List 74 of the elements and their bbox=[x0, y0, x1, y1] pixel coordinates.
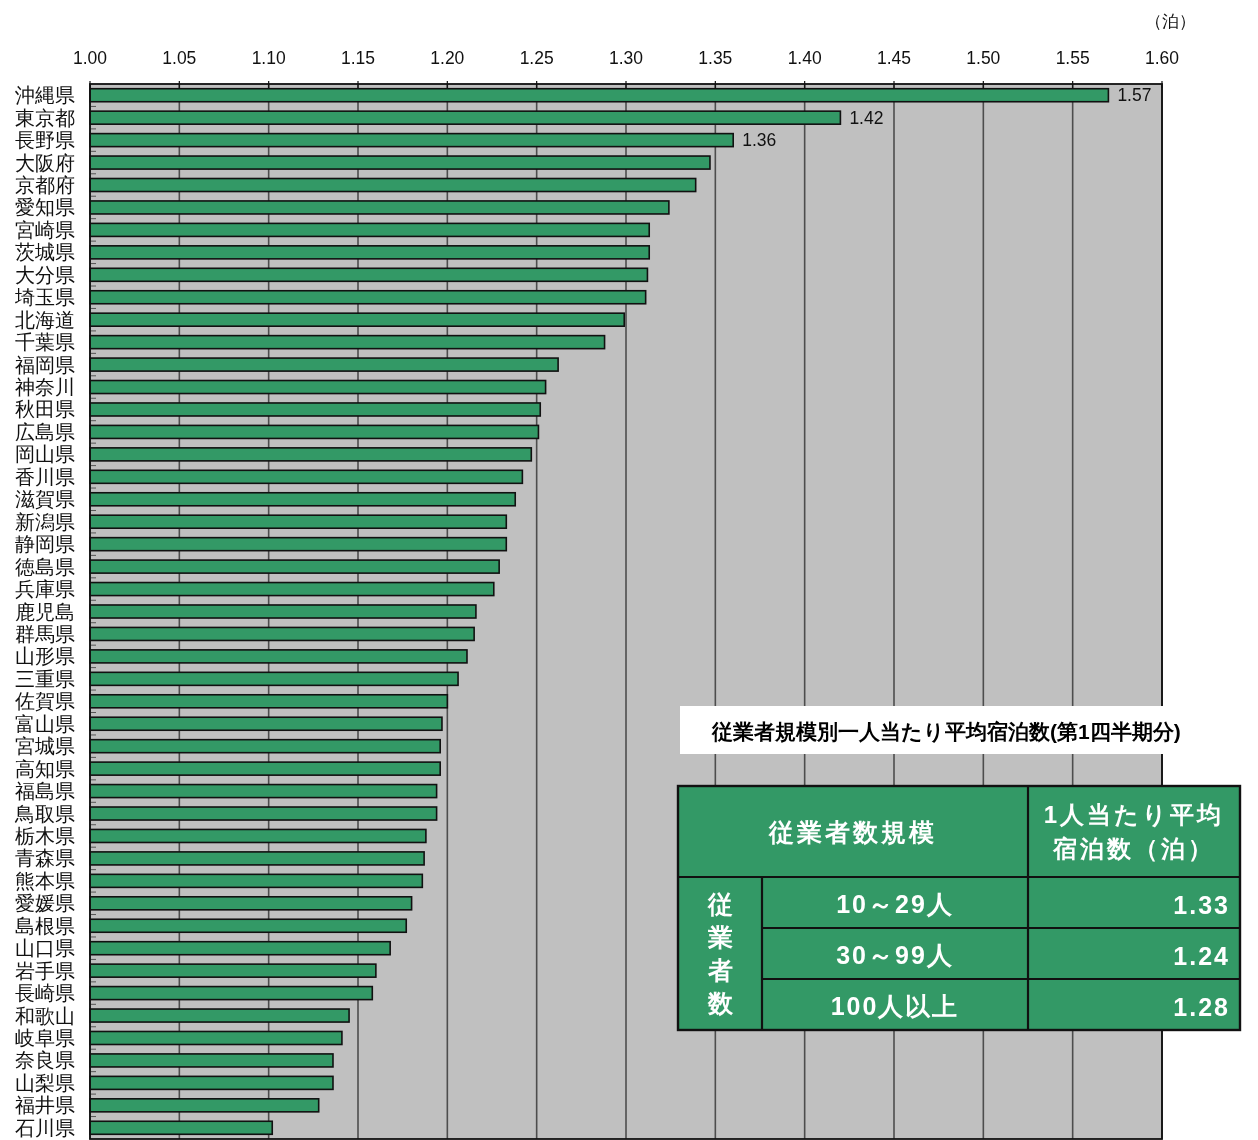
y-tick-label: 熊本県 bbox=[15, 869, 75, 892]
y-tick-label: 福島県 bbox=[15, 780, 75, 803]
x-axis-title: （泊） bbox=[1144, 12, 1196, 30]
y-tick-label: 宮崎県 bbox=[15, 218, 75, 241]
x-tick-label: 1.15 bbox=[340, 48, 376, 68]
y-tick-label: 千葉県 bbox=[15, 331, 75, 354]
y-tick-label: 石川県 bbox=[15, 1116, 75, 1139]
text: 1人当たり平均宿泊数（泊） bbox=[1043, 801, 1225, 862]
y-tick-label: 兵庫県 bbox=[15, 578, 75, 601]
y-tick-label: 新潟県 bbox=[15, 510, 75, 533]
y-tick-label: 山口県 bbox=[15, 937, 75, 960]
y-tick-label: 愛媛県 bbox=[15, 892, 75, 915]
x-tick-label: 1.20 bbox=[430, 48, 465, 68]
y-tick-label: 長崎県 bbox=[15, 982, 75, 1005]
x-tick-label: 1.60 bbox=[1144, 48, 1180, 68]
y-tick-label: 岐阜県 bbox=[15, 1026, 75, 1049]
text: 従業者数規模 bbox=[768, 817, 937, 846]
data-label: 1.28 bbox=[1173, 992, 1230, 1021]
data-label: 1.24 bbox=[1173, 941, 1230, 970]
x-tick-label: 1.50 bbox=[966, 48, 1001, 68]
y-tick-label: 山形県 bbox=[15, 645, 75, 668]
annotation: 従業者数 bbox=[706, 890, 734, 1017]
y-tick-label: 広島県 bbox=[15, 420, 75, 443]
y-tick-label: 秋田県 bbox=[15, 398, 75, 421]
y-tick-label: 東京都 bbox=[15, 106, 75, 129]
x-tick-label: 1.55 bbox=[1055, 48, 1090, 68]
y-tick-label: 大分県 bbox=[15, 263, 75, 286]
y-tick-label: 北海道 bbox=[15, 308, 75, 331]
y-tick-label: 栃木県 bbox=[15, 824, 75, 847]
y-tick-label: 青森県 bbox=[15, 847, 75, 870]
y-tick-label: 埼玉県 bbox=[14, 286, 75, 309]
x-tick-label: 1.30 bbox=[608, 48, 644, 68]
y-tick-label: 福岡県 bbox=[15, 353, 75, 376]
y-tick-label: 鹿児島 bbox=[15, 600, 75, 623]
y-tick-label: 大阪府 bbox=[15, 151, 75, 174]
y-tick-label: 島根県 bbox=[15, 914, 75, 937]
y-tick-label: 愛知県 bbox=[15, 196, 75, 219]
y-tick-label: 和歌山 bbox=[15, 1004, 75, 1027]
data-label: 1.36 bbox=[742, 130, 777, 151]
y-tick-label: 福井県 bbox=[15, 1094, 75, 1117]
x-tick-label: 1.35 bbox=[698, 48, 733, 68]
x-tick-label: 1.40 bbox=[787, 48, 822, 68]
y-tick-label: 宮城県 bbox=[15, 735, 75, 758]
y-tick-label: 滋賀県 bbox=[15, 488, 75, 511]
y-tick-label: 茨城県 bbox=[15, 241, 75, 264]
y-tick-label: 神奈川 bbox=[15, 376, 75, 399]
x-tick-label: 1.05 bbox=[162, 48, 197, 68]
y-tick-label: 富山県 bbox=[15, 712, 75, 735]
x-tick-label: 1.00 bbox=[72, 48, 108, 68]
y-tick-label: 香川県 bbox=[15, 465, 75, 488]
y-tick-label: 徳島県 bbox=[15, 555, 75, 578]
y-tick-label: 静岡県 bbox=[15, 533, 75, 556]
y-tick-label: 岡山県 bbox=[15, 443, 75, 466]
data-label: 1.42 bbox=[849, 107, 884, 128]
y-tick-label: 鳥取県 bbox=[14, 802, 75, 825]
y-tick-label: 奈良県 bbox=[15, 1049, 75, 1072]
category-label: 30～99人 bbox=[836, 940, 954, 969]
y-tick-label: 群馬県 bbox=[15, 622, 75, 645]
data-label: 1.33 bbox=[1173, 890, 1230, 919]
y-tick-label: 沖縄県 bbox=[15, 84, 75, 107]
category-label: 10～29人 bbox=[836, 889, 954, 918]
y-tick-label: 高知県 bbox=[15, 757, 75, 780]
x-tick-label: 1.10 bbox=[251, 48, 286, 68]
x-tick-label: 1.45 bbox=[876, 48, 912, 68]
y-tick-label: 三重県 bbox=[15, 667, 75, 690]
y-tick-label: 山梨県 bbox=[15, 1071, 75, 1094]
y-tick-label: 京都府 bbox=[15, 174, 75, 197]
y-tick-label: 長野県 bbox=[15, 129, 75, 152]
text: 従業者規模別一人当たり平均宿泊数(第1四半期分) bbox=[711, 719, 1181, 743]
data-label: 1.57 bbox=[1117, 85, 1152, 106]
y-tick-label: 岩手県 bbox=[15, 959, 75, 982]
category-label: 100人以上 bbox=[830, 991, 960, 1020]
y-tick-label: 佐賀県 bbox=[15, 690, 75, 713]
x-tick-label: 1.25 bbox=[519, 48, 554, 68]
